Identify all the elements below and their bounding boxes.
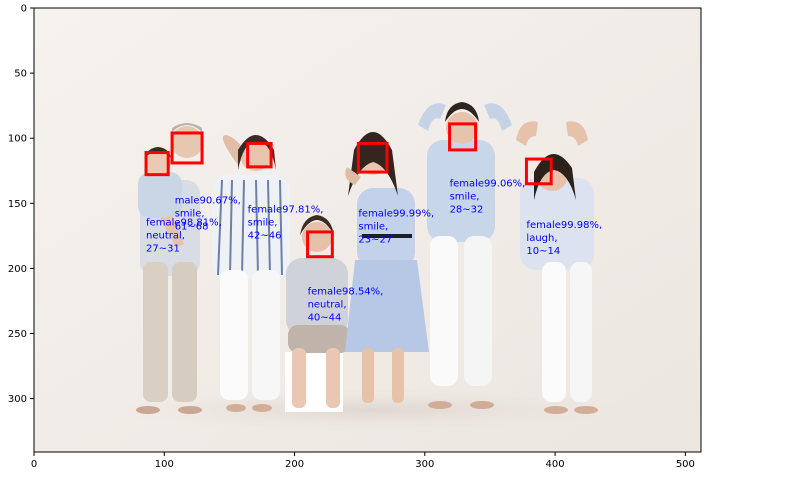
x-tick-label: 500 xyxy=(676,459,695,470)
photo-people xyxy=(136,102,598,414)
x-tick-label: 200 xyxy=(285,459,304,470)
face-label-line: female98.81%, xyxy=(146,217,222,228)
face-label: female97.81%, smile, 42~46 xyxy=(248,204,324,241)
axes-frame xyxy=(33,7,702,453)
face-box xyxy=(170,131,204,165)
y-axis: 0 50 100 150 200 250 300 xyxy=(8,4,34,405)
face-label-line: smile, xyxy=(358,221,388,232)
y-tick-label: 300 xyxy=(8,394,27,405)
y-tick-label: 200 xyxy=(8,264,27,275)
person-woman-2 xyxy=(345,132,429,403)
y-tick-label: 100 xyxy=(8,134,27,145)
face-label-line: 28~32 xyxy=(450,204,484,215)
face-label: male90.67%, smile, 61~68 xyxy=(175,195,241,232)
person-girl xyxy=(516,121,598,414)
face-label-line: female99.99%, xyxy=(358,208,434,219)
face-label-line: neutral, xyxy=(308,299,347,310)
face-label-line: female97.81%, xyxy=(248,204,324,215)
face-label: female98.54%, neutral, 40~44 xyxy=(308,286,384,323)
face-label: female99.98%, laugh, 10~14 xyxy=(526,220,602,257)
person-baby xyxy=(138,147,184,248)
face-label-line: 40~44 xyxy=(308,312,342,323)
face-box xyxy=(306,230,334,259)
x-axis: 0 100 200 300 400 500 xyxy=(31,452,695,470)
y-tick-label: 0 xyxy=(21,4,27,15)
y-tick-label: 150 xyxy=(8,199,27,210)
face-label: female99.06%, smile, 28~32 xyxy=(450,178,526,215)
face-label: female98.81%, neutral, 27~31 xyxy=(146,217,222,254)
y-tick-label: 50 xyxy=(14,69,27,80)
face-label-line: laugh, xyxy=(526,233,557,244)
x-tick-label: 400 xyxy=(546,459,565,470)
face-label-line: smile, xyxy=(450,191,480,202)
face-label-line: female99.06%, xyxy=(450,178,526,189)
face-label-line: male90.67%, xyxy=(175,195,241,206)
face-label-line: 42~46 xyxy=(248,230,282,241)
face-label-line: 10~14 xyxy=(526,246,560,257)
face-label-line: smile, xyxy=(248,217,278,228)
person-seated-woman xyxy=(285,215,350,412)
face-label: female99.99%, smile, 23~27 xyxy=(358,208,434,245)
face-label-line: smile, xyxy=(175,208,205,219)
face-boxes xyxy=(144,122,553,259)
face-label-line: female98.54%, xyxy=(308,286,384,297)
face-box xyxy=(448,122,478,152)
face-label-line: 23~27 xyxy=(358,234,392,245)
face-label-line: neutral, xyxy=(146,230,185,241)
x-tick-label: 0 xyxy=(31,459,37,470)
face-label-line: 27~31 xyxy=(146,243,180,254)
x-tick-label: 300 xyxy=(415,459,434,470)
face-box xyxy=(144,151,170,177)
face-label-line: 61~68 xyxy=(175,221,209,232)
y-tick-label: 250 xyxy=(8,329,27,340)
person-woman-1 xyxy=(212,135,290,412)
person-man xyxy=(418,102,512,409)
face-box xyxy=(356,141,389,174)
face-box xyxy=(246,141,273,169)
x-tick-label: 100 xyxy=(155,459,174,470)
face-box xyxy=(524,157,553,186)
face-label-line: female99.98%, xyxy=(526,220,602,231)
